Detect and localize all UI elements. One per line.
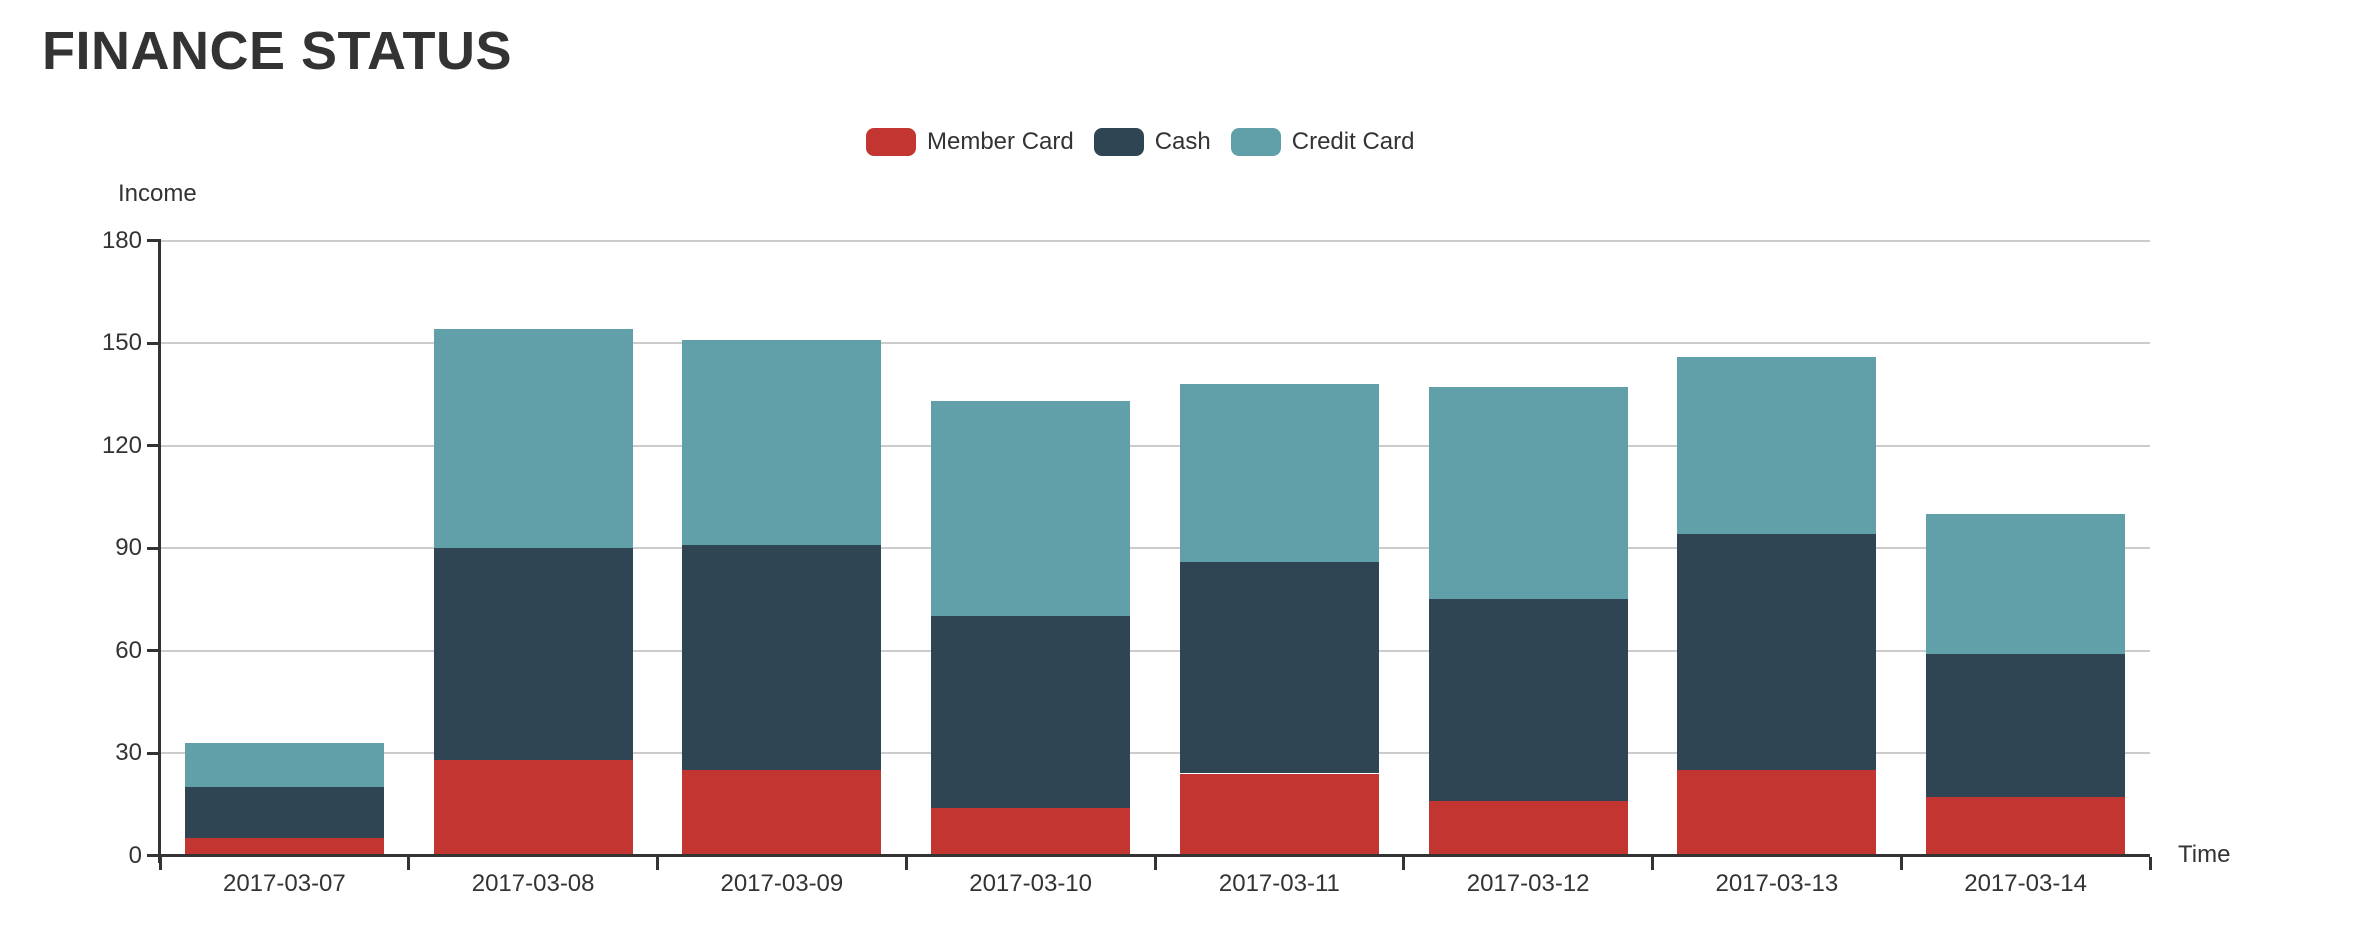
y-axis-tick-label: 60 [115, 636, 142, 664]
gridline [160, 547, 2150, 549]
x-axis-tick [904, 857, 908, 870]
bar-segment-credit-card[interactable] [931, 401, 1131, 617]
bar-segment-member-card[interactable] [1179, 773, 1379, 856]
bar-segment-member-card[interactable] [1926, 797, 2126, 856]
legend-label: Cash [1154, 128, 1211, 155]
y-axis-tick [147, 341, 160, 345]
y-axis-tick-label: 30 [115, 739, 142, 766]
page-title: FINANCE STATUS [42, 21, 512, 81]
x-axis-tick-label: 2017-03-13 [1715, 870, 1839, 897]
bar-segment-member-card[interactable] [1677, 770, 1877, 856]
bar-segment-member-card[interactable] [184, 838, 384, 856]
x-axis-tick-label: 2017-03-12 [1466, 870, 1590, 897]
gridline [160, 239, 2150, 242]
legend-swatch-credit-card [1230, 128, 1281, 156]
x-axis-tick [1402, 857, 1406, 870]
x-axis-tick-label: 2017-03-11 [1218, 870, 1340, 897]
x-axis-tick-label: 2017-03-10 [969, 870, 1092, 897]
legend-swatch-cash [1093, 128, 1144, 156]
bar-segment-cash[interactable] [682, 544, 882, 771]
gridline [160, 444, 2150, 447]
bar-segment-member-card[interactable] [931, 807, 1131, 856]
bar-segment-cash[interactable] [433, 548, 633, 760]
chart-legend: Member Card Cash Credit Card [866, 128, 1414, 156]
y-axis-title: Income [118, 180, 197, 207]
legend-swatch-member-card [866, 128, 916, 156]
bar-segment-member-card[interactable] [1428, 800, 1628, 856]
y-axis-tick-label: 90 [115, 534, 142, 561]
y-axis-tick-label: 180 [101, 226, 142, 254]
x-axis-tick [656, 857, 659, 870]
x-axis-tick-label: 2017-03-09 [720, 870, 844, 897]
y-axis-tick [147, 444, 160, 447]
x-axis-tick [1899, 857, 1903, 870]
x-axis-title: Time [2178, 841, 2231, 868]
legend-item-member-card[interactable]: Member Card [866, 128, 1074, 156]
gridline [160, 752, 2150, 754]
bar-segment-cash[interactable] [1179, 561, 1379, 774]
bar-segment-credit-card[interactable] [682, 339, 882, 545]
bar-segment-credit-card[interactable] [1428, 387, 1628, 600]
y-axis-tick-label: 150 [101, 329, 142, 356]
bar-segment-credit-card[interactable] [1179, 384, 1379, 562]
y-axis-tick [147, 239, 160, 242]
x-axis-tick [1651, 857, 1654, 870]
bar-segment-credit-card[interactable] [1677, 356, 1877, 535]
bar-segment-cash[interactable] [1428, 599, 1628, 801]
x-axis-tick [2148, 857, 2152, 870]
bar-segment-member-card[interactable] [682, 770, 882, 856]
bar-segment-cash[interactable] [931, 616, 1131, 808]
legend-item-credit-card[interactable]: Credit Card [1230, 128, 1415, 156]
y-axis-tick [147, 854, 160, 857]
gridline [160, 342, 2150, 344]
x-axis-tick [407, 857, 411, 870]
legend-item-cash[interactable]: Cash [1093, 128, 1211, 156]
bar-segment-credit-card[interactable] [433, 329, 633, 548]
bar-segment-credit-card[interactable] [184, 742, 384, 788]
x-axis-tick-label: 2017-03-08 [471, 870, 595, 897]
gridline [160, 649, 2150, 652]
legend-label: Credit Card [1291, 128, 1415, 155]
x-axis-tick-label: 2017-03-14 [1964, 870, 2087, 897]
x-axis-tick [158, 857, 162, 870]
bar-segment-credit-card[interactable] [1926, 513, 2126, 654]
x-axis-line [157, 854, 2150, 857]
y-axis-tick [147, 546, 160, 550]
bar-segment-member-card[interactable] [433, 759, 633, 856]
bar-segment-cash[interactable] [1926, 653, 2126, 798]
y-axis-tick-label: 120 [101, 431, 142, 459]
y-axis-tick-label: 0 [128, 841, 142, 869]
legend-label: Member Card [927, 128, 1074, 155]
bar-segment-cash[interactable] [1677, 534, 1877, 771]
x-axis-tick-label: 2017-03-07 [222, 870, 346, 897]
y-axis-tick [147, 649, 160, 652]
x-axis-tick [1153, 857, 1157, 870]
bar-segment-cash[interactable] [184, 787, 384, 839]
y-axis-tick [147, 751, 160, 755]
y-axis-line [157, 239, 161, 863]
